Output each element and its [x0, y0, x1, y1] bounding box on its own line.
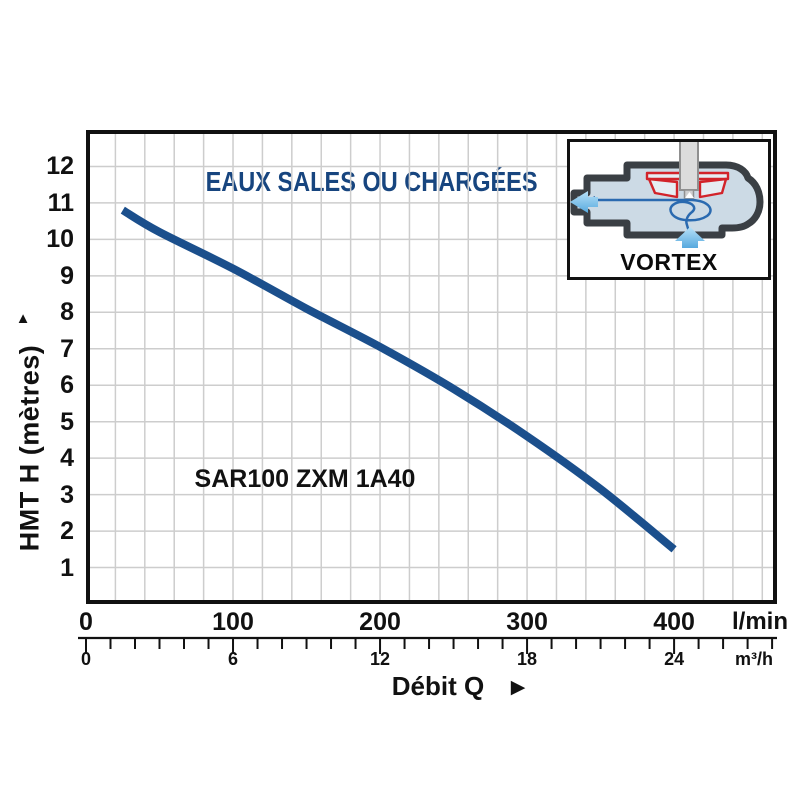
x-axis-unit-m3h: m³/h	[735, 649, 773, 669]
impeller-blade-left	[647, 177, 679, 199]
inlet-arrow-icon	[675, 227, 705, 248]
x-tick-label-lmin: 0	[79, 608, 93, 636]
impeller-blade-right	[698, 177, 728, 199]
x-tick-label-lmin: 100	[212, 608, 254, 636]
secondary-axis-ruler	[78, 636, 780, 658]
y-tick-label: 6	[60, 371, 74, 400]
y-axis-direction-arrow-icon: ▲	[15, 310, 31, 327]
x-axis-direction-arrow-icon: ▶	[510, 677, 526, 698]
y-tick-label: 9	[60, 261, 74, 290]
x-axis-unit-lmin: l/min	[731, 608, 788, 635]
y-tick-label: 12	[46, 152, 74, 181]
plot-frame	[86, 130, 777, 604]
pump-shaft	[679, 138, 699, 191]
curve-label: SAR100 ZXM 1A40	[194, 465, 416, 493]
ruler-svg	[78, 636, 777, 654]
x-axis-title: Débit Q	[391, 671, 485, 701]
y-tick-label: 2	[60, 517, 74, 546]
y-tick-label: 8	[60, 298, 74, 327]
vortex-inset-box: VORTEX	[567, 138, 771, 280]
x-tick-label-m3h: 6	[228, 649, 239, 669]
pump-shaft-notch	[685, 192, 694, 198]
y-tick-label: 1	[60, 553, 74, 582]
y-tick-label: 4	[60, 444, 74, 473]
inset-label: VORTEX	[620, 249, 718, 275]
vortex-flow-line	[595, 198, 712, 235]
y-tick-label: 10	[46, 225, 74, 254]
x-tick-label-m3h: 12	[370, 649, 391, 669]
x-tick-label-m3h: 24	[664, 649, 685, 669]
performance-curve	[120, 206, 677, 553]
x-tick-label-lmin: 300	[506, 608, 548, 636]
x-tick-label-lmin: 400	[653, 608, 695, 636]
x-tick-label-lmin: 200	[359, 608, 401, 636]
y-tick-label: 3	[60, 480, 74, 509]
y-tick-label: 11	[47, 188, 74, 217]
chart-title-text: EAUX SALES OU CHARGÉES	[206, 166, 538, 197]
y-tick-label: 7	[60, 334, 74, 363]
x-tick-label-m3h: 18	[517, 649, 538, 669]
y-tick-label: 5	[60, 407, 74, 436]
vortex-pump-diagram	[570, 138, 764, 248]
outlet-arrow-icon	[570, 191, 598, 213]
x-tick-label-m3h: 0	[80, 649, 91, 669]
chart-title: EAUX SALES OU CHARGÉES	[172, 168, 572, 196]
